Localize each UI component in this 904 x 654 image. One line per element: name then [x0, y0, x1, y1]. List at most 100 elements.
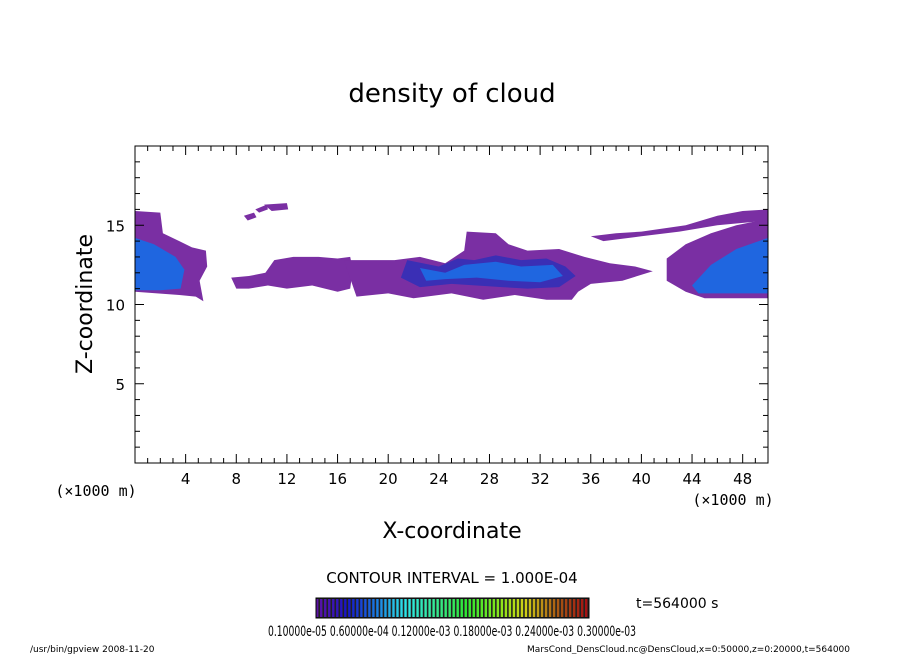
y-tick-label: 15: [106, 217, 125, 235]
colorbar-stripe: [432, 599, 435, 617]
colorbar-stripe: [512, 599, 516, 617]
x-axis-label: X-coordinate: [382, 519, 521, 544]
colorbar-stripe: [380, 599, 383, 617]
colorbar-stripe: [316, 599, 319, 617]
colorbar-stripe: [436, 599, 439, 617]
colorbar-stripe: [368, 599, 371, 617]
colorbar-stripe: [472, 599, 475, 617]
colorbar-stripe: [400, 599, 403, 617]
colorbar-stripe: [412, 599, 415, 617]
colorbar-stripe: [448, 599, 451, 617]
colorbar-stripe: [564, 599, 568, 617]
x-tick-label: 44: [682, 470, 701, 488]
colorbar-stripe: [500, 599, 504, 617]
colorbar-stripe: [372, 599, 375, 617]
colorbar-stripe: [392, 599, 395, 617]
colorbar-stripe: [516, 599, 520, 617]
colorbar-stripe: [376, 599, 379, 617]
colorbar-stripe: [324, 599, 327, 617]
y-tick-label: 5: [115, 376, 125, 394]
colorbar-stripe: [484, 599, 488, 617]
colorbar-stripe: [520, 599, 524, 617]
colorbar-stripe: [408, 599, 411, 617]
x-tick-label: 40: [632, 470, 651, 488]
colorbar-stripe: [584, 599, 588, 617]
x-tick-label: 32: [531, 470, 550, 488]
cloud-region-12: [692, 237, 768, 294]
colorbar-stripe: [328, 599, 331, 617]
colorbar-stripe: [572, 599, 576, 617]
colorbar-stripes: [316, 598, 589, 618]
cloud-region-6: [231, 256, 353, 292]
y-tick-label: 10: [106, 297, 125, 315]
colorbar-stripe: [528, 599, 532, 617]
cloud-region-2: [135, 237, 185, 291]
x-tick-label: 20: [379, 470, 398, 488]
colorbar-stripe: [556, 599, 560, 617]
footer-right: MarsCond_DensCloud.nc@DensCloud,x=0:5000…: [527, 645, 850, 654]
x-tick-label: 16: [328, 470, 347, 488]
x-axis-unit-right: (×1000 m): [692, 491, 773, 509]
colorbar-stripe: [580, 599, 584, 617]
footer-left: /usr/bin/gpview 2008-11-20: [30, 645, 155, 654]
colorbar-stripe: [356, 599, 359, 617]
colorbar-stripe: [524, 599, 528, 617]
colorbar-stripe: [348, 599, 351, 617]
cloud-region-9: [419, 261, 563, 283]
x-tick-label: 12: [277, 470, 296, 488]
colorbar-stripe: [360, 599, 363, 617]
colorbar-stripe: [488, 599, 492, 617]
colorbar-stripe: [440, 599, 443, 617]
x-tick-label: 48: [733, 470, 752, 488]
colorbar-stripe: [344, 599, 347, 617]
colorbar-stripe: [492, 599, 496, 617]
colorbar-stripe: [468, 599, 471, 617]
plot-area: [135, 203, 768, 302]
colorbar-stripe: [476, 599, 479, 617]
chart-title: density of cloud: [348, 79, 555, 109]
colorbar-labels: 0.10000e-05 0.60000e-04 0.12000e-03 0.18…: [268, 624, 636, 640]
colorbar-stripe: [560, 599, 564, 617]
colorbar-stripe: [364, 599, 367, 617]
colorbar-stripe: [480, 599, 484, 617]
cloud-region-3: [243, 212, 257, 221]
x-tick-label: 24: [429, 470, 448, 488]
colorbar-stripe: [420, 599, 423, 617]
colorbar-stripe: [548, 599, 552, 617]
colorbar-stripe: [544, 599, 548, 617]
colorbar-stripe: [336, 599, 339, 617]
colorbar-stripe: [320, 599, 323, 617]
colorbar-stripe: [540, 599, 544, 617]
colorbar-stripe: [464, 599, 467, 617]
colorbar-stripe: [340, 599, 343, 617]
colorbar-stripe: [496, 599, 500, 617]
cloud-region-5: [264, 203, 289, 211]
colorbar-stripe: [576, 599, 580, 617]
colorbar-stripe: [568, 599, 572, 617]
colorbar-stripe: [444, 599, 447, 617]
cloud-region-4: [255, 204, 268, 213]
colorbar-stripe: [352, 599, 355, 617]
colorbar-stripe: [396, 599, 399, 617]
colorbar-stripe: [552, 599, 556, 617]
colorbar-frame: [315, 597, 590, 619]
colorbar-stripe: [384, 599, 387, 617]
x-tick-label: 4: [181, 470, 191, 488]
colorbar-stripe: [388, 599, 391, 617]
colorbar-stripe: [424, 599, 427, 617]
colorbar-stripe: [452, 599, 455, 617]
x-tick-label: 36: [581, 470, 600, 488]
colorbar-stripe: [460, 599, 463, 617]
colorbar-stripe: [508, 599, 512, 617]
colorbar-stripe: [532, 599, 536, 617]
colorbar: [315, 597, 590, 619]
colorbar-stripe: [536, 599, 540, 617]
x-tick-label: 8: [232, 470, 242, 488]
contour-interval-label: CONTOUR INTERVAL = 1.000E-04: [326, 569, 577, 587]
plot-frame: [134, 145, 769, 464]
colorbar-stripe: [332, 599, 335, 617]
axis-ticks: [135, 146, 768, 463]
colorbar-stripe: [504, 599, 508, 617]
